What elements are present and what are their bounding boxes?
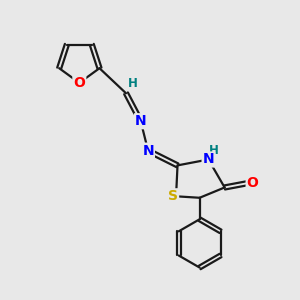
Text: O: O bbox=[247, 176, 259, 190]
Text: O: O bbox=[74, 76, 85, 90]
Text: H: H bbox=[128, 77, 137, 90]
Text: N: N bbox=[142, 144, 154, 158]
Text: N: N bbox=[135, 114, 146, 128]
Text: N: N bbox=[202, 152, 214, 167]
Text: H: H bbox=[209, 144, 219, 157]
Text: S: S bbox=[168, 189, 178, 203]
